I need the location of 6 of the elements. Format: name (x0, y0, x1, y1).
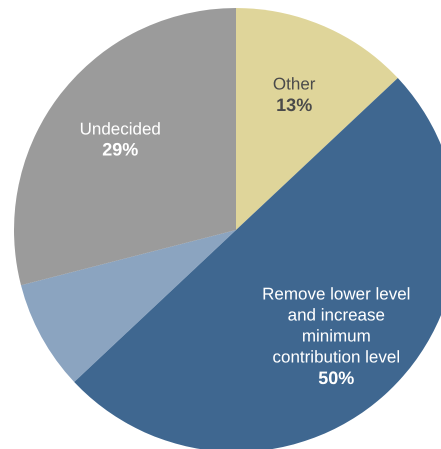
slice-label: Undecided (80, 119, 161, 138)
data-label: 13% (276, 95, 312, 115)
data-label: 50% (318, 368, 354, 388)
slice-label: Remove lower level and increase minimum contribution level (262, 284, 410, 366)
data-label: 29% (102, 140, 138, 160)
slice-label: Other (272, 74, 316, 94)
